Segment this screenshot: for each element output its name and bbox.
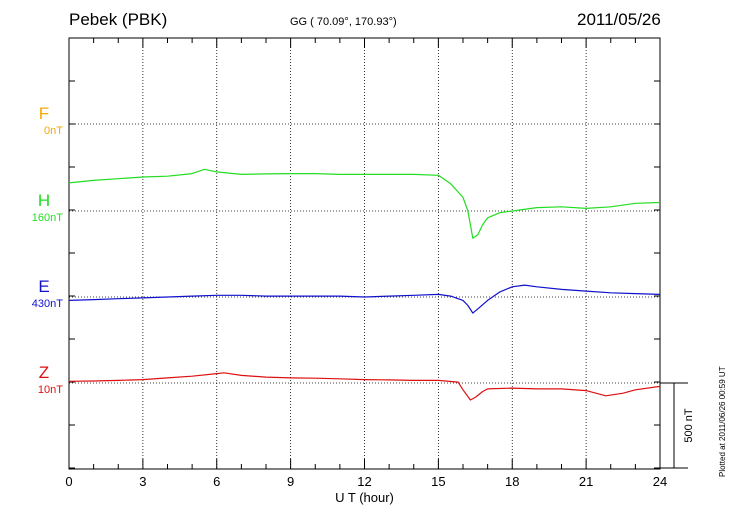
date-label: 2011/05/26 bbox=[577, 10, 661, 29]
series-line-h bbox=[68, 168, 661, 239]
series-baseline-z: 10nT bbox=[38, 384, 63, 396]
x-tick-label: 15 bbox=[431, 474, 445, 489]
series-baseline-f: 0nT bbox=[44, 125, 63, 137]
series-name-f: F bbox=[39, 104, 49, 123]
x-axis-label: U T (hour) bbox=[335, 490, 394, 505]
scale-bar-label: 500 nT bbox=[683, 408, 695, 443]
series-name-e: E bbox=[38, 277, 49, 296]
series-line-e bbox=[68, 284, 661, 314]
x-tick-label: 21 bbox=[579, 474, 593, 489]
x-tick-label: 9 bbox=[287, 474, 294, 489]
x-tick-label: 18 bbox=[505, 474, 519, 489]
series-line-z bbox=[68, 372, 661, 401]
series-name-z: Z bbox=[39, 363, 49, 382]
x-tick-label: 24 bbox=[653, 474, 667, 489]
x-tick-label: 12 bbox=[357, 474, 371, 489]
plotted-timestamp: Plotted at 2011/06/26 00:59 UT bbox=[718, 366, 727, 477]
x-tick-label: 6 bbox=[213, 474, 220, 489]
coordinates-label: GG ( 70.09°, 170.93°) bbox=[290, 16, 397, 28]
x-tick-label: 0 bbox=[65, 474, 72, 489]
x-tick-label: 3 bbox=[139, 474, 146, 489]
station-title: Pebek (PBK) bbox=[69, 10, 168, 29]
series-baseline-h: 160nT bbox=[32, 212, 63, 224]
series-baseline-e: 430nT bbox=[32, 298, 63, 310]
series-name-h: H bbox=[38, 191, 50, 210]
